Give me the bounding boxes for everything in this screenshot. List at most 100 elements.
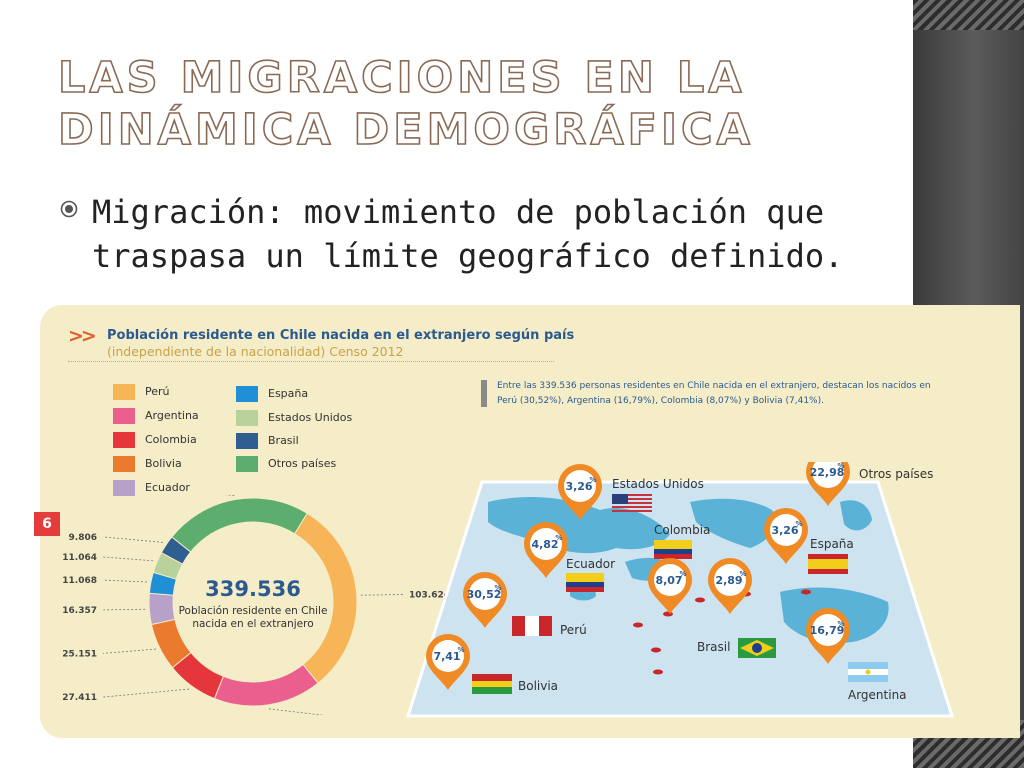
map-pin-percent-sign: % xyxy=(739,570,746,578)
location-dot-icon xyxy=(633,622,643,628)
map-country-label-colombia: Colombia xyxy=(654,523,710,537)
donut-value-label-bolivia: 25.151 xyxy=(62,649,97,659)
map-pin-brasil: 2,89% xyxy=(708,558,752,614)
donut-value-label-peru: 103.624 xyxy=(409,591,450,601)
donut-slice-otros-paises xyxy=(171,497,308,553)
slide-title: Las migraciones en la dinámica demográfi… xyxy=(57,52,754,156)
leader-line xyxy=(102,608,146,611)
map-pin-percent-sign: % xyxy=(679,570,686,578)
band-hatch-top xyxy=(913,0,1024,30)
flag-ecuador-icon xyxy=(566,573,604,592)
legend-label: Argentina xyxy=(145,409,199,422)
leader-line xyxy=(102,648,156,654)
flag-colombia-icon xyxy=(654,540,692,559)
legend-label: Bolivia xyxy=(145,457,182,470)
donut-slice-ecuador xyxy=(148,592,176,626)
map-country-label-estados-unidos: Estados Unidos xyxy=(612,477,704,491)
flag-usa-icon xyxy=(612,494,652,512)
map-pin-percent-sign: % xyxy=(589,476,596,484)
map-pin-percent-sign: % xyxy=(457,646,464,654)
flag-brasil-icon xyxy=(738,638,776,658)
legend-label: Estados Unidos xyxy=(268,411,353,424)
map-pin-estados-unidos: 3,26% xyxy=(558,464,602,520)
map-country-label-argentina: Argentina xyxy=(848,688,907,702)
map-pin-value: 30,52 xyxy=(467,588,502,601)
note-text: Entre las 339.536 personas residentes en… xyxy=(497,381,931,406)
double-arrow-icon: >> xyxy=(68,325,97,347)
location-dot-icon xyxy=(653,669,663,675)
legend-swatch xyxy=(236,433,258,449)
flag-argentina-icon xyxy=(848,662,888,682)
legend-label: Ecuador xyxy=(145,481,190,494)
donut-value-label-colombia: 27.411 xyxy=(62,693,97,703)
map-pin-percent-sign: % xyxy=(837,620,844,628)
flag-peru-icon xyxy=(512,616,552,636)
legend-label: España xyxy=(268,387,309,400)
legend-swatch xyxy=(113,480,135,496)
radio-bullet-icon xyxy=(60,200,78,218)
legend-swatch xyxy=(113,384,135,400)
infographic-title: Población residente en Chile nacida en e… xyxy=(107,328,575,343)
map-pin-value: 8,07 xyxy=(655,574,682,587)
flag-bolivia-icon xyxy=(472,674,512,694)
map-country-label-ecuador: Ecuador xyxy=(566,557,615,571)
location-dot-icon xyxy=(651,647,661,653)
location-dot-icon xyxy=(801,589,811,595)
donut-slice-argentina xyxy=(213,663,319,707)
location-dot-icon xyxy=(663,611,673,617)
title-divider xyxy=(68,361,554,362)
leader-line xyxy=(268,708,325,715)
infographic-subtitle: (independiente de la nacionalidad) Censo… xyxy=(107,344,404,359)
world-map: 3,26%22,98%4,82%3,26%8,07% 2,89%30,52%16,… xyxy=(405,462,955,718)
map-pin-percent-sign: % xyxy=(555,534,562,542)
donut-value-label-ecuador: 16.357 xyxy=(62,606,97,616)
legend-swatch xyxy=(113,456,135,472)
map-pin-percent-sign: % xyxy=(795,520,802,528)
donut-center-total: 339.536 xyxy=(205,577,301,601)
map-pin-value: 2,89 xyxy=(715,574,742,587)
map-country-label-espana: España xyxy=(810,537,854,551)
leader-line xyxy=(102,536,163,543)
leader-line xyxy=(102,688,190,698)
map-pin-peru: 30,52% xyxy=(463,572,507,628)
legend-swatch xyxy=(236,456,258,472)
map-country-label-bolivia: Bolivia xyxy=(518,679,558,693)
leader-line xyxy=(102,556,154,562)
legend-swatch xyxy=(236,386,258,402)
donut-value-label-espana: 11.068 xyxy=(62,576,97,586)
map-pin-value: 7,41 xyxy=(433,650,460,663)
map-pin-value: 16,79 xyxy=(810,624,845,637)
legend-swatch xyxy=(113,408,135,424)
legend-swatch xyxy=(236,410,258,426)
donut-slice-peru xyxy=(294,512,358,684)
map-pin-value: 4,82 xyxy=(531,538,558,551)
map-pin-argentina: 16,79% xyxy=(806,608,850,664)
donut-center-label-1: Población residente en Chile xyxy=(179,605,328,617)
donut-chart: 78.036103.62457.01927.41125.15116.35711.… xyxy=(62,495,450,715)
location-dot-icon xyxy=(695,597,705,603)
leader-line xyxy=(360,594,404,596)
map-pin-percent-sign: % xyxy=(837,462,844,470)
map-pin-ecuador: 4,82% xyxy=(524,522,568,578)
legend-label: Otros países xyxy=(268,457,337,470)
donut-value-label-estados-unidos: 11.064 xyxy=(62,553,97,563)
map-pin-colombia: 8,07% xyxy=(648,558,692,614)
legend-swatch xyxy=(113,432,135,448)
legend-label: Perú xyxy=(145,385,170,398)
map-pin-value: 3,26 xyxy=(771,524,798,537)
note-accent-bar xyxy=(481,380,487,407)
leader-line xyxy=(102,579,147,583)
donut-value-label-brasil: 9.806 xyxy=(69,533,97,543)
donut-center-label-2: nacida en el extranjero xyxy=(192,618,313,630)
page-number-badge: 6 xyxy=(34,512,60,536)
legend-label: Colombia xyxy=(145,433,197,446)
donut-slice-brasil xyxy=(160,536,192,565)
flag-espana-icon xyxy=(808,554,848,574)
map-pin-percent-sign: % xyxy=(494,584,501,592)
legend-label: Brasil xyxy=(268,434,299,447)
leader-line xyxy=(224,495,235,497)
map-pin-value: 22,98 xyxy=(810,466,845,479)
map-pin-value: 3,26 xyxy=(565,480,592,493)
map-country-label-otros-paises: Otros países xyxy=(859,467,933,481)
map-pin-bolivia: 7,41% xyxy=(426,634,470,690)
